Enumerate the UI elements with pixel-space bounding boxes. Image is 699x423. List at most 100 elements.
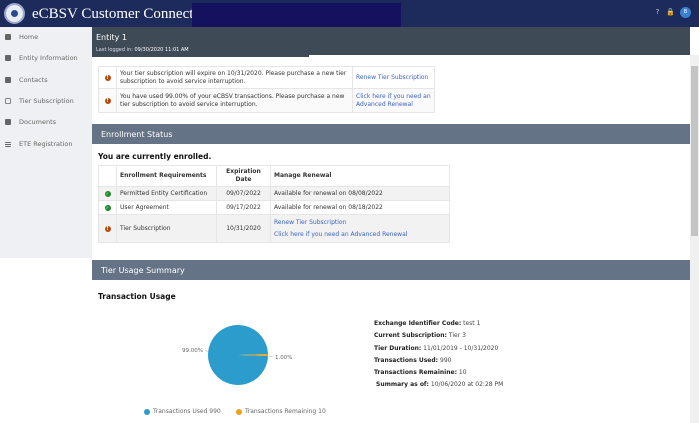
alert-icon-cell: ! — [98, 88, 117, 113]
expiration-cell: 09/17/2022 — [216, 200, 271, 215]
info-label: Transactions Used: — [374, 356, 439, 364]
contact-card-icon — [5, 77, 11, 83]
info-current-subscription: Current Subscription: Tier 3 — [374, 330, 503, 342]
label-leader-line — [268, 355, 274, 358]
sidebar-item-label: Home — [19, 33, 39, 41]
renew-tier-subscription-link[interactable]: Renew Tier Subscription — [356, 73, 429, 81]
document-icon — [5, 119, 11, 125]
alert-message: Your tier subscription will expire on 10… — [116, 66, 353, 89]
status-column-header — [98, 165, 117, 187]
legend-label: Transactions Used 990 — [153, 408, 221, 415]
legend-item-remaining[interactable]: Transactions Remaining 10 — [236, 408, 326, 415]
usage-info: Exchange Identifier Code: test 1 Current… — [374, 318, 503, 392]
entity-header-tab — [92, 55, 309, 57]
help-icon[interactable]: ? — [655, 8, 660, 16]
alerts-table: ! Your tier subscription will expire on … — [98, 66, 435, 113]
enrollment-status-header: Enrollment Status — [92, 124, 690, 144]
alert-row: ! You have used 99.00% of your eCBSV tra… — [98, 88, 435, 113]
info-value: 10 — [458, 369, 467, 377]
scrollbar-thumb[interactable] — [691, 66, 698, 236]
info-transactions-used: Transactions Used: 990 — [374, 355, 503, 367]
sidebar-item-home[interactable]: Home — [0, 27, 92, 47]
info-label: Exchange Identifier Code: — [374, 320, 462, 327]
info-label: Transactions Remainine: — [374, 369, 457, 377]
agency-seal-logo — [4, 3, 25, 24]
last-logged-value: 09/30/2020 11:01 AM — [134, 47, 189, 53]
requirement-cell: User Agreement — [116, 200, 217, 215]
status-cell: ✓ — [98, 186, 117, 201]
check-circle-icon: ✓ — [104, 190, 111, 197]
warning-icon: ! — [104, 74, 111, 81]
sidebar-item-tier-subscription[interactable]: Tier Subscription — [0, 91, 92, 111]
alert-row: ! Your tier subscription will expire on … — [98, 66, 435, 89]
sidebar-item-label: Documents — [19, 118, 57, 126]
renewal-cell: Available for renewal on 08/08/2022 — [270, 186, 450, 201]
info-value: 10/06/2020 at 02:28 PM — [430, 381, 504, 389]
legend-item-used[interactable]: Transactions Used 990 — [144, 408, 221, 415]
info-value: Tier 3 — [448, 332, 466, 340]
column-header: Manage Renewal — [270, 165, 450, 187]
scrollbar[interactable] — [690, 55, 699, 423]
sidebar-item-ete-registration[interactable]: ETE Registration — [0, 134, 92, 154]
tier-usage-summary-header: Tier Usage Summary — [92, 260, 690, 280]
renewal-cell: Available for renewal on 08/18/2022 — [270, 200, 450, 215]
expiration-cell: 10/31/2020 — [216, 214, 271, 243]
info-exchange-id: Exchange Identifier Code: test 1 — [374, 318, 503, 330]
sidebar-item-label: Contacts — [19, 76, 48, 84]
sidebar: Home Entity Information Contacts Tier Su… — [0, 27, 92, 258]
info-tier-duration: Tier Duration: 11/01/2019 - 10/31/2020 — [374, 343, 503, 355]
table-row: ! Tier Subscription 10/31/2020 Renew Tier S… — [98, 214, 450, 243]
alert-icon-cell: ! — [98, 66, 117, 89]
info-transactions-remaining: Transactions Remainine: 10 — [374, 367, 503, 379]
info-value: 990 — [440, 356, 452, 364]
list-icon — [5, 141, 11, 147]
legend-label: Transactions Remaining 10 — [245, 408, 326, 415]
pie-slice-remaining[interactable] — [238, 354, 268, 356]
legend-pie-icon — [236, 408, 242, 415]
transaction-usage-title: Transaction Usage — [98, 292, 176, 301]
entity-header: Entity 1 Last logged in: 09/30/2020 11:0… — [92, 27, 690, 55]
enrollment-status-text: You are currently enrolled. — [98, 152, 212, 161]
label-leader-line — [204, 349, 209, 353]
advanced-renewal-link[interactable]: Click here if you need an Advanced Renew… — [274, 230, 408, 238]
renew-tier-subscription-link[interactable]: Renew Tier Subscription — [274, 218, 347, 226]
table-row: ✓ User Agreement 09/17/2022 Available for r… — [98, 200, 450, 215]
info-value: 11/01/2019 - 10/31/2020 — [423, 344, 499, 352]
requirement-cell: Tier Subscription — [116, 214, 217, 243]
last-logged-label: Last logged in: — [96, 47, 133, 53]
sidebar-item-label: Tier Subscription — [19, 97, 74, 105]
warning-icon: ! — [104, 225, 111, 232]
column-header: Enrollment Requirements — [116, 165, 217, 187]
last-logged-in: Last logged in: 09/30/2020 11:01 AM — [96, 47, 189, 53]
entity-name: Entity 1 — [96, 33, 127, 42]
enrollment-table: Enrollment Requirements Expiration Date Ma… — [98, 165, 450, 243]
info-label: Current Subscription: — [374, 332, 447, 340]
lock-icon[interactable]: 🔒 — [666, 8, 675, 16]
info-value: test 1 — [463, 320, 481, 327]
info-label: Summary as of: — [376, 381, 429, 389]
pie-label-used: 99.00% — [182, 348, 203, 354]
info-label: Tier Duration: — [374, 344, 422, 352]
status-cell: ✓ — [98, 200, 117, 215]
building-icon — [5, 55, 11, 61]
renewal-cell: Renew Tier Subscription Click here if you… — [270, 214, 450, 243]
expiration-cell: 09/07/2022 — [216, 186, 271, 201]
table-header-row: Enrollment Requirements Expiration Date Ma… — [98, 165, 450, 187]
sidebar-item-entity-information[interactable]: Entity Information — [0, 48, 92, 68]
sidebar-item-contacts[interactable]: Contacts — [0, 70, 92, 90]
advanced-renewal-link[interactable]: Click here if you need an Advanced Renew… — [356, 92, 431, 108]
warning-icon: ! — [104, 97, 111, 104]
avatar[interactable]: B — [680, 7, 691, 18]
bookmark-icon — [5, 98, 11, 104]
pie-label-remaining: 1.00% — [275, 355, 293, 361]
sidebar-item-documents[interactable]: Documents — [0, 112, 92, 132]
column-header: Expiration Date — [216, 165, 271, 187]
sidebar-item-label: ETE Registration — [19, 140, 73, 148]
alert-message: You have used 99.00% of your eCBSV trans… — [116, 88, 353, 113]
status-cell: ! — [98, 214, 117, 243]
pie-slice-used[interactable] — [208, 325, 268, 385]
home-icon — [5, 34, 11, 40]
redacted-area — [192, 3, 401, 27]
app-title: eCBSV Customer Connection — [32, 6, 213, 22]
check-circle-icon: ✓ — [104, 204, 111, 211]
